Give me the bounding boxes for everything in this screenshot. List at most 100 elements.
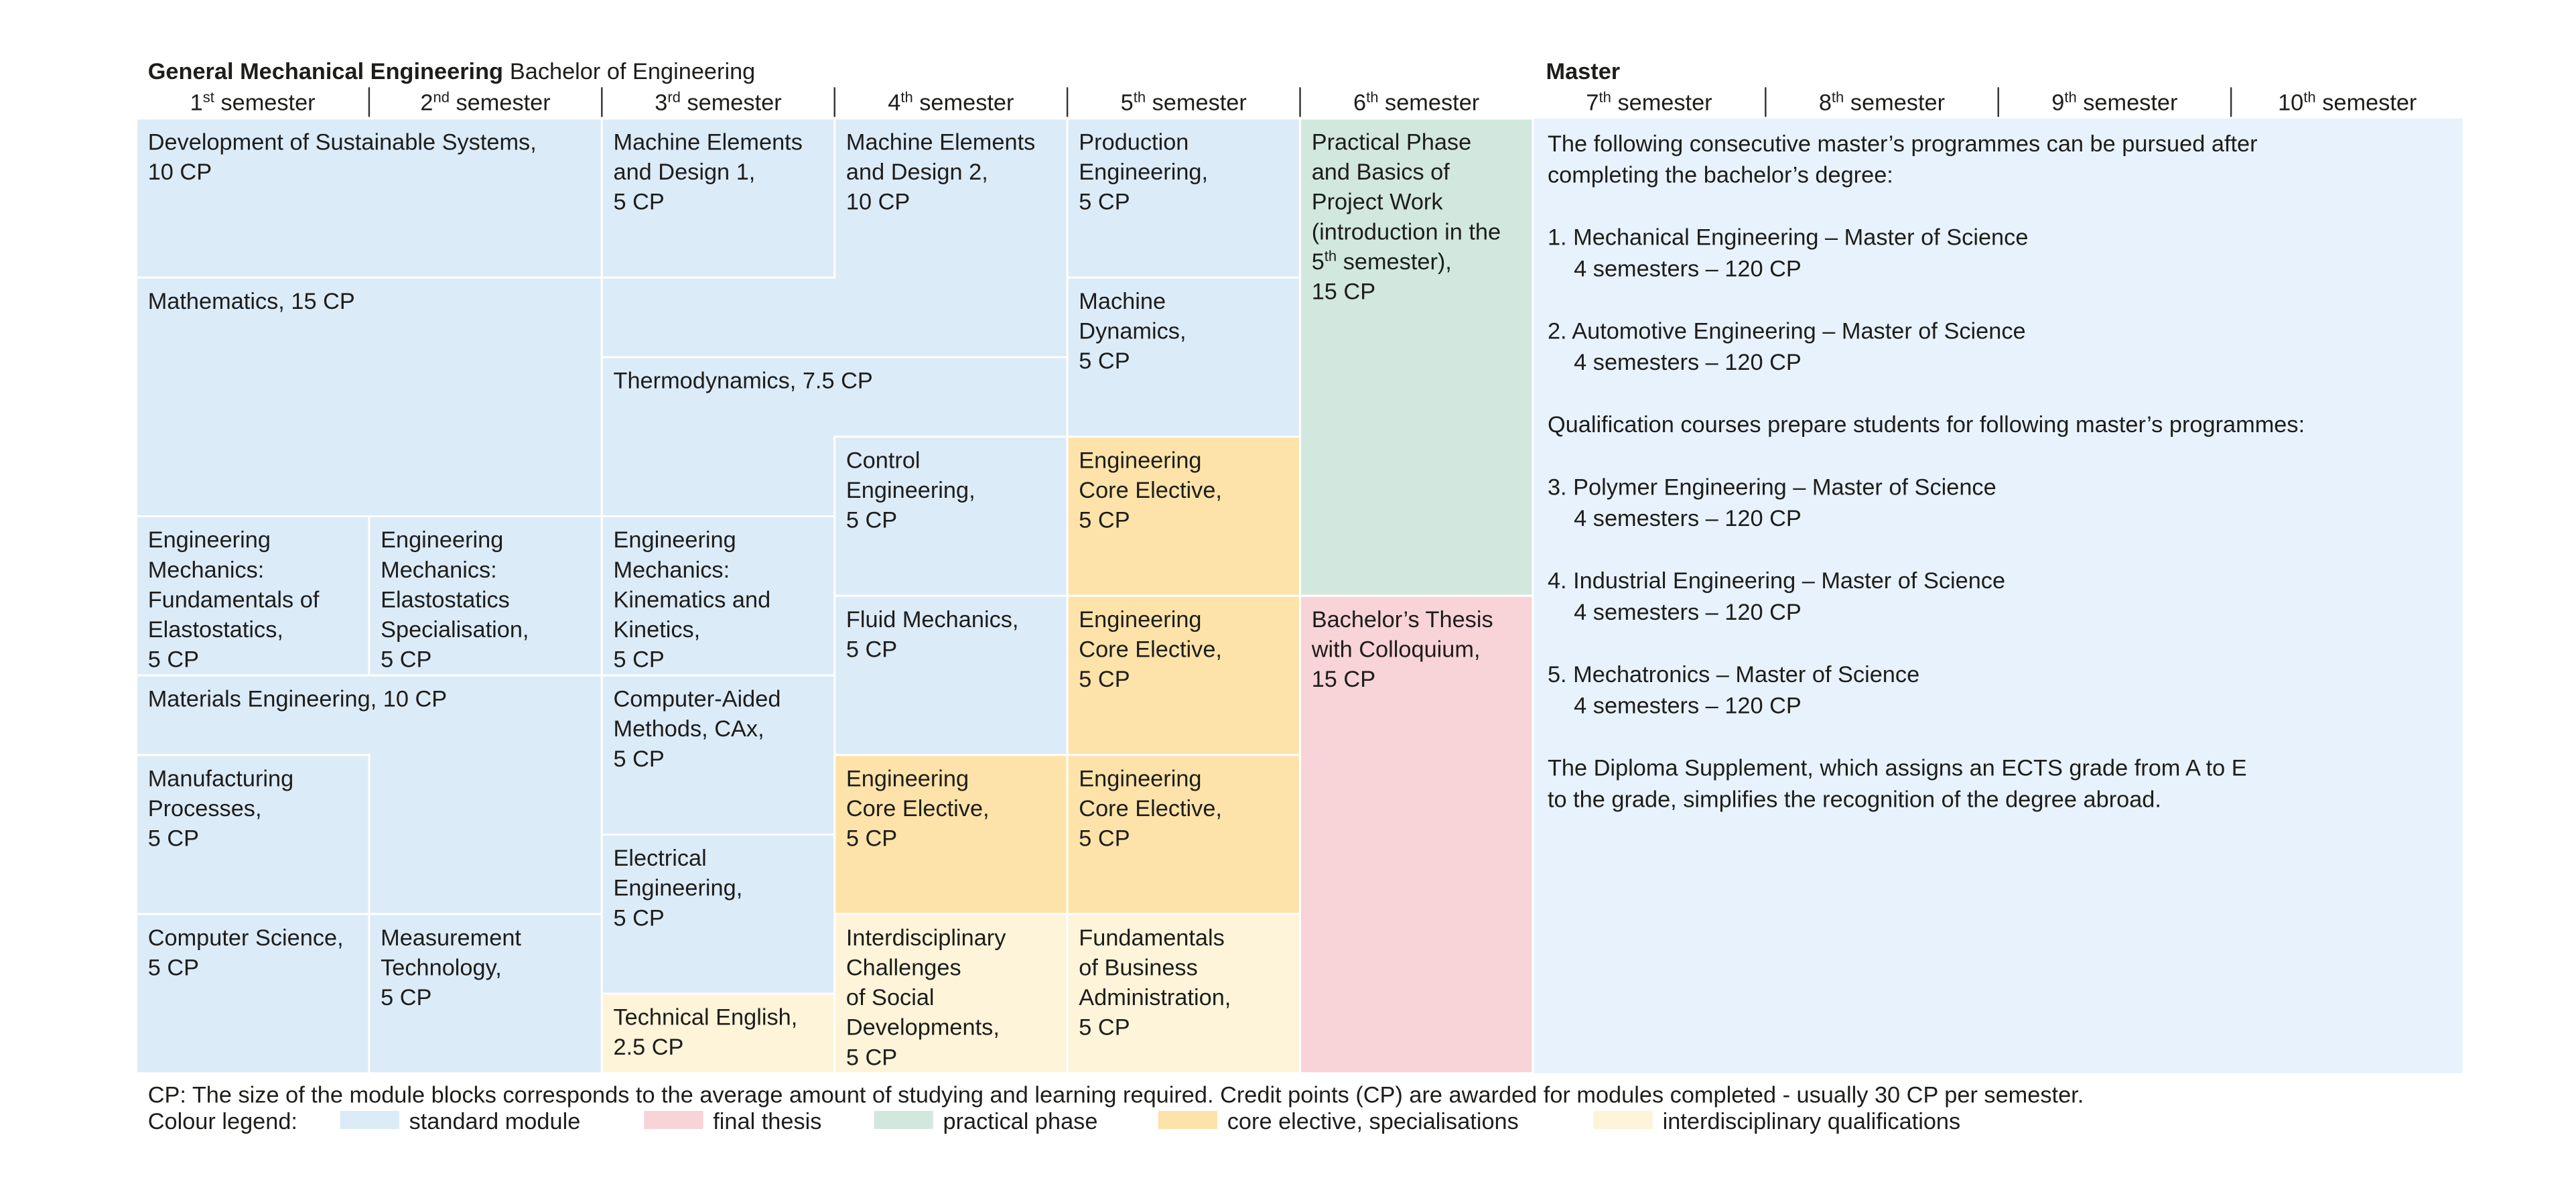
superscript: th (1366, 88, 1378, 105)
superscript: th (1325, 248, 1337, 265)
module-text: Specialisation, (381, 617, 529, 643)
module-text: Production (1079, 129, 1189, 155)
module-text: Thermodynamics, 7.5 CP (613, 369, 872, 394)
module-text: Fluid Mechanics, (846, 607, 1019, 633)
module-text: Manufacturing (148, 766, 294, 791)
module-text: Elastostatics, (148, 617, 283, 643)
module-text: Challenges (846, 955, 961, 980)
text-part: semester), (1337, 249, 1452, 275)
semester-label: 8th semester (1819, 88, 1945, 115)
module-text: Kinematics and (613, 587, 770, 612)
module-text: 5 CP (613, 905, 664, 931)
module-text: Control (846, 448, 921, 473)
module-text: Mechanics: (381, 557, 497, 583)
module-text: 5 CP (1079, 667, 1130, 692)
master-text: 1. Mechanical Engineering – Master of Sc… (1548, 225, 2028, 251)
semester-label: 9th semester (2051, 88, 2177, 115)
module-text: 15 CP (1312, 667, 1375, 692)
master-text: 4. Industrial Engineering – Master of Sc… (1548, 568, 2005, 594)
module-text: of Social (846, 985, 935, 1010)
module-text: 5 CP (1079, 508, 1130, 533)
module-text: Mathematics, 15 CP (148, 289, 355, 314)
module-text: Electrical (613, 846, 706, 871)
master-text: 3. Polymer Engineering – Master of Scien… (1548, 474, 1996, 500)
module-text: Core Elective, (846, 796, 990, 821)
module-text: 10 CP (846, 190, 910, 215)
module-text: Measurement (381, 925, 521, 951)
legend-label: final thesis (713, 1109, 821, 1134)
semester-label: 2nd semester (420, 88, 550, 115)
module-text: Mechanics: (148, 557, 265, 583)
module-text: Machine (1079, 289, 1166, 314)
module-text: Core Elective, (1079, 796, 1222, 821)
text-part: 2 (420, 90, 433, 116)
module-text: Engineering (1079, 607, 1201, 633)
master-title: Master (1546, 59, 1620, 84)
module-text: and Basics of (1312, 159, 1450, 185)
superscript: th (1599, 88, 1611, 105)
module-text: 5 CP (846, 1045, 897, 1070)
semester-label: 10th semester (2278, 88, 2417, 115)
master-text: 4 semesters – 120 CP (1574, 506, 1802, 531)
superscript: st (203, 88, 214, 105)
module-text: Fundamentals (1079, 925, 1225, 951)
module-text: 5 CP (1079, 348, 1130, 374)
text-part: semester (1611, 90, 1712, 116)
module-text: Engineering (613, 527, 736, 553)
module-text: and Design 1, (613, 159, 755, 185)
module-text: Dynamics, (1079, 319, 1186, 344)
superscript: th (900, 88, 912, 105)
title-bold: General Mechanical Engineering (148, 59, 503, 84)
module-text: Engineering (1079, 448, 1201, 473)
module-text: Machine Elements (846, 129, 1035, 155)
module-block (1299, 594, 1534, 1075)
text-part: semester (913, 90, 1014, 116)
legend-label: practical phase (943, 1109, 1098, 1134)
master-text: The following consecutive master’s progr… (1548, 131, 2258, 157)
module-text: Technical English, (613, 1005, 797, 1031)
master-text: 5. Mechatronics – Master of Science (1548, 662, 1919, 687)
text-part: 5 (1121, 90, 1134, 116)
legend-swatch (1593, 1110, 1653, 1129)
module-text: Fundamentals of (148, 587, 320, 612)
text-part: 10 (2278, 90, 2303, 116)
module-text: 10 CP (148, 159, 212, 185)
text-part: 3 (655, 90, 667, 116)
module-text: 5th semester), (1312, 248, 1452, 275)
legend-swatch (644, 1110, 703, 1129)
legend-label: standard module (409, 1109, 581, 1134)
semester-label: 5th semester (1121, 88, 1247, 115)
module-text: Engineering (846, 766, 969, 791)
text-part: semester (681, 90, 782, 116)
module-text: 5 CP (1079, 190, 1130, 215)
master-text: completing the bachelor’s degree: (1548, 163, 1893, 188)
text-part: semester (1379, 90, 1480, 116)
module-text: with Colloquium, (1311, 637, 1481, 662)
module-text: Elastostatics (381, 587, 510, 612)
master-text: to the grade, simplifies the recognition… (1548, 787, 2161, 812)
module-text: Bachelor’s Thesis (1312, 607, 1493, 633)
master-text: 4 semesters – 120 CP (1574, 693, 1802, 719)
text-part: semester (2077, 90, 2178, 116)
module-text: 5 CP (148, 955, 199, 980)
module-text: Computer-Aided (613, 687, 781, 712)
module-text: 5 CP (148, 647, 199, 673)
text-part: 6 (1353, 90, 1366, 116)
module-text: Developments, (846, 1015, 1000, 1041)
legend-swatch (1158, 1110, 1218, 1129)
module-text: Engineering (1079, 766, 1201, 791)
footnote: CP: The size of the module blocks corres… (148, 1083, 2084, 1108)
text-part: 4 (888, 90, 900, 116)
module-text: Core Elective, (1079, 637, 1222, 662)
superscript: th (2064, 88, 2076, 105)
module-text: 5 CP (381, 647, 431, 673)
master-text: 4 semesters – 120 CP (1574, 600, 1802, 625)
module-text: Methods, CAx, (613, 716, 764, 742)
superscript: th (1832, 88, 1844, 105)
semester-label: 1st semester (190, 88, 316, 115)
module-text: Technology, (381, 955, 502, 980)
module-text: Kinetics, (613, 617, 700, 643)
module-text: 5 CP (1079, 826, 1130, 852)
